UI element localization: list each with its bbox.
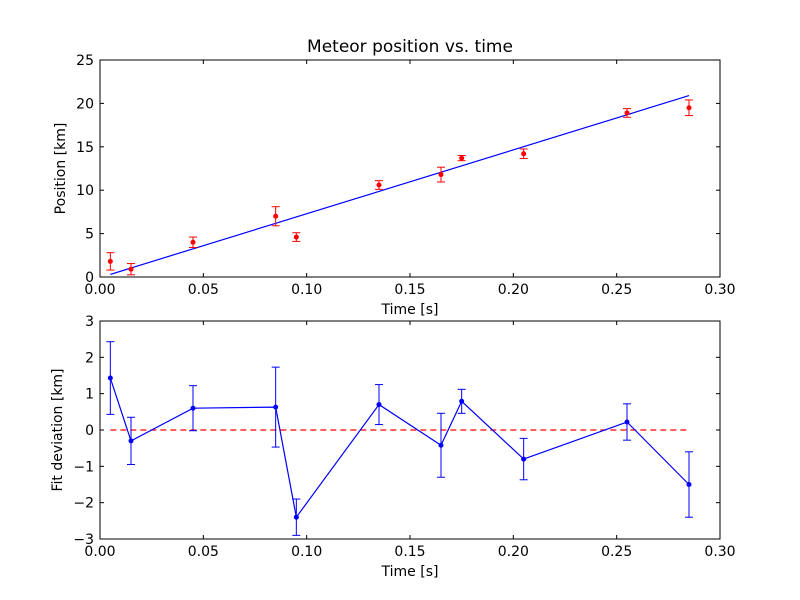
position-point — [107, 258, 113, 264]
deviation-point — [128, 438, 134, 444]
deviation-point — [190, 405, 196, 411]
position-point — [459, 155, 465, 161]
position-data-layer — [106, 95, 693, 276]
deviation-point — [438, 442, 444, 448]
position-point — [128, 266, 134, 272]
deviation-point — [686, 482, 692, 487]
position-point — [293, 234, 299, 240]
deviation-data-layer — [106, 341, 693, 536]
linear-fit-line — [110, 95, 690, 275]
top-y-tick-label: 0 — [85, 270, 94, 286]
top-x-tick-label: 0.30 — [704, 282, 735, 298]
position-point — [624, 110, 630, 116]
bottom-y-tick-label: −1 — [73, 459, 94, 475]
deviation-plot: 0.00 0.05 0.10 0.15 0.20 0.25 0.30 −3 −2 −1 0 1 2 3 T… — [50, 314, 736, 580]
bottom-x-tick-label: 0.00 — [84, 544, 115, 560]
deviation-axis-ticks: 0.00 0.05 0.10 0.15 0.20 0.25 0.30 −3 −2 −1 0 1 2 3 — [73, 314, 735, 560]
bottom-y-tick-label: 2 — [85, 350, 94, 366]
x-axis-label-bottom: Time [s] — [381, 564, 439, 580]
position-point — [273, 213, 279, 219]
position-point — [686, 105, 692, 111]
bottom-x-tick-label: 0.10 — [291, 544, 322, 560]
top-x-tick-label: 0.15 — [394, 282, 425, 298]
plot-frame-top — [99, 59, 721, 278]
position-point — [521, 151, 527, 157]
deviation-point — [107, 375, 113, 381]
top-x-tick-label: 0.00 — [84, 282, 115, 298]
bottom-y-tick-label: −3 — [73, 532, 94, 548]
bottom-y-tick-label: 3 — [85, 314, 94, 330]
deviation-point — [459, 398, 465, 404]
position-point — [376, 182, 382, 188]
top-y-tick-label: 20 — [76, 96, 94, 112]
top-x-tick-label: 0.05 — [188, 282, 219, 298]
bottom-x-tick-label: 0.15 — [394, 544, 425, 560]
y-axis-label-top: Position [km] — [53, 123, 69, 215]
deviation-point — [521, 456, 527, 462]
bottom-y-tick-label: 1 — [85, 387, 94, 403]
plot-frame-bottom — [99, 320, 721, 540]
bottom-x-tick-label: 0.05 — [188, 544, 219, 560]
y-axis-label-bottom: Fit deviation [km] — [50, 368, 66, 491]
bottom-x-tick-label: 0.20 — [498, 544, 529, 560]
position-axis-ticks: 0.00 0.05 0.10 0.15 0.20 0.25 0.30 0 5 10 15 20 25 — [76, 53, 735, 298]
bottom-y-tick-label: 0 — [85, 423, 94, 439]
bottom-x-tick-label: 0.25 — [601, 544, 632, 560]
top-x-tick-label: 0.10 — [291, 282, 322, 298]
chart-title: Meteor position vs. time — [307, 37, 513, 57]
position-point — [190, 239, 196, 245]
deviation-point — [293, 514, 299, 520]
position-point — [438, 172, 444, 178]
top-y-tick-label: 15 — [76, 140, 94, 156]
bottom-y-tick-label: −2 — [73, 496, 94, 512]
deviation-point — [273, 404, 279, 410]
top-y-tick-label: 5 — [85, 227, 94, 243]
top-x-tick-label: 0.25 — [601, 282, 632, 298]
position-plot: Meteor position vs. time 0.00 0.05 0.10 0.1… — [53, 37, 736, 318]
deviation-point — [624, 419, 630, 425]
top-y-tick-label: 10 — [76, 183, 94, 199]
top-x-tick-label: 0.20 — [498, 282, 529, 298]
plot-area-top — [100, 60, 720, 277]
top-y-tick-label: 25 — [76, 53, 94, 69]
x-axis-label-top: Time [s] — [381, 302, 439, 318]
deviation-point — [376, 402, 382, 408]
bottom-x-tick-label: 0.30 — [704, 544, 735, 560]
